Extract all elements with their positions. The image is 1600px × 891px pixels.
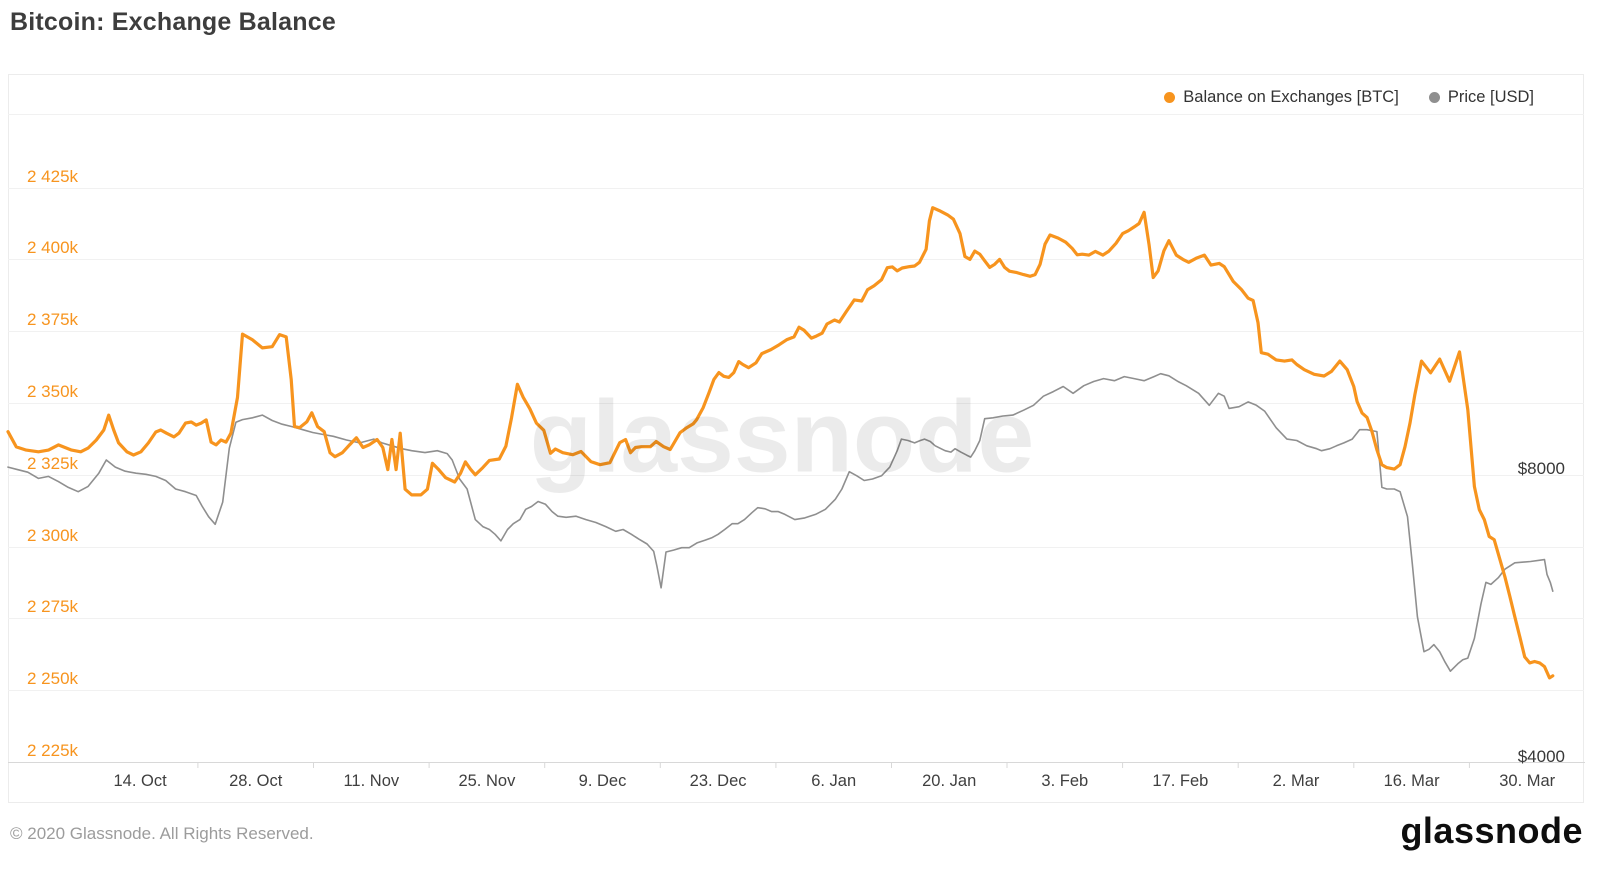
x-axis-tick: 2. Mar bbox=[1272, 772, 1320, 790]
footer-logo-glassnode: glassnode bbox=[1400, 810, 1583, 851]
x-axis-tick: 30. Mar bbox=[1499, 772, 1556, 790]
series-balance-line bbox=[6, 206, 1555, 680]
y-axis-left-tick: 2 350k bbox=[27, 382, 79, 401]
y-axis-right-tick: $4000 bbox=[1517, 746, 1565, 766]
y-axis-left-tick: 2 425k bbox=[27, 166, 79, 186]
y-axis-left-tick: 2 225k bbox=[27, 741, 79, 760]
gridlines bbox=[8, 188, 1584, 691]
y-axis-left-tick: 2 250k bbox=[27, 669, 79, 689]
chart-card-border bbox=[8, 74, 1584, 803]
x-axis-tick: 9. Dec bbox=[578, 772, 627, 790]
x-axis-tick: 11. Nov bbox=[343, 772, 400, 790]
x-axis-tick: 3. Feb bbox=[1041, 772, 1089, 790]
x-axis-tick: 14. Oct bbox=[113, 772, 167, 790]
x-axis-tick: 20. Jan bbox=[922, 772, 977, 790]
page-title: Bitcoin: Exchange Balance bbox=[10, 8, 336, 36]
x-axis-tick: 23. Dec bbox=[689, 772, 747, 790]
legend-item-price[interactable]: Price [USD] bbox=[1428, 88, 1534, 107]
y-axis-left-tick: 2 400k bbox=[27, 238, 79, 258]
y-axis-left-tick: 2 375k bbox=[27, 310, 79, 330]
legend-item-balance[interactable]: Balance on Exchanges [BTC] bbox=[1164, 88, 1399, 107]
y-axis-right-tick: $8000 bbox=[1517, 459, 1565, 479]
x-axis-tick: 6. Jan bbox=[811, 772, 857, 790]
y-axis-left-tick: 2 300k bbox=[27, 525, 79, 545]
y-axis-left-tick: 2 325k bbox=[27, 453, 79, 473]
x-axis-tick: 16. Mar bbox=[1383, 772, 1440, 790]
legend-label: Balance on Exchanges [BTC] bbox=[1183, 88, 1399, 106]
legend: Balance on Exchanges [BTC] Price [USD] bbox=[1164, 88, 1534, 107]
footer-copyright: © 2020 Glassnode. All Rights Reserved. bbox=[10, 824, 314, 843]
x-axis-tick: 28. Oct bbox=[229, 772, 283, 790]
legend-dot-icon bbox=[1164, 92, 1176, 103]
x-axis-tick: 17. Feb bbox=[1152, 772, 1209, 790]
legend-label: Price [USD] bbox=[1447, 88, 1534, 106]
y-axis-left-tick: 2 275k bbox=[27, 597, 79, 617]
x-axis-tick: 25. Nov bbox=[458, 772, 516, 790]
plot-area[interactable] bbox=[8, 114, 1585, 762]
legend-dot-icon bbox=[1428, 92, 1440, 103]
series-price-line bbox=[7, 372, 1554, 672]
x-axis-ticks bbox=[197, 762, 1470, 768]
